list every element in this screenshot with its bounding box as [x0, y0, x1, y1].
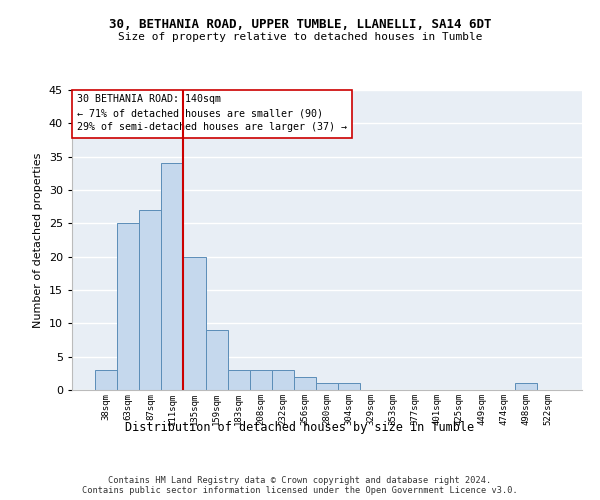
- Text: 30, BETHANIA ROAD, UPPER TUMBLE, LLANELLI, SA14 6DT: 30, BETHANIA ROAD, UPPER TUMBLE, LLANELL…: [109, 18, 491, 30]
- Text: Contains HM Land Registry data © Crown copyright and database right 2024.
Contai: Contains HM Land Registry data © Crown c…: [82, 476, 518, 495]
- Bar: [338, 384, 360, 390]
- Y-axis label: Number of detached properties: Number of detached properties: [33, 152, 43, 328]
- Bar: [95, 370, 117, 390]
- Bar: [139, 210, 161, 390]
- Bar: [184, 256, 206, 390]
- Bar: [316, 384, 338, 390]
- Bar: [272, 370, 294, 390]
- Bar: [206, 330, 227, 390]
- Bar: [515, 384, 537, 390]
- Text: Distribution of detached houses by size in Tumble: Distribution of detached houses by size …: [125, 421, 475, 434]
- Bar: [117, 224, 139, 390]
- Bar: [294, 376, 316, 390]
- Bar: [161, 164, 184, 390]
- Text: Size of property relative to detached houses in Tumble: Size of property relative to detached ho…: [118, 32, 482, 42]
- Text: 30 BETHANIA ROAD: 140sqm
← 71% of detached houses are smaller (90)
29% of semi-d: 30 BETHANIA ROAD: 140sqm ← 71% of detach…: [77, 94, 347, 132]
- Bar: [250, 370, 272, 390]
- Bar: [227, 370, 250, 390]
